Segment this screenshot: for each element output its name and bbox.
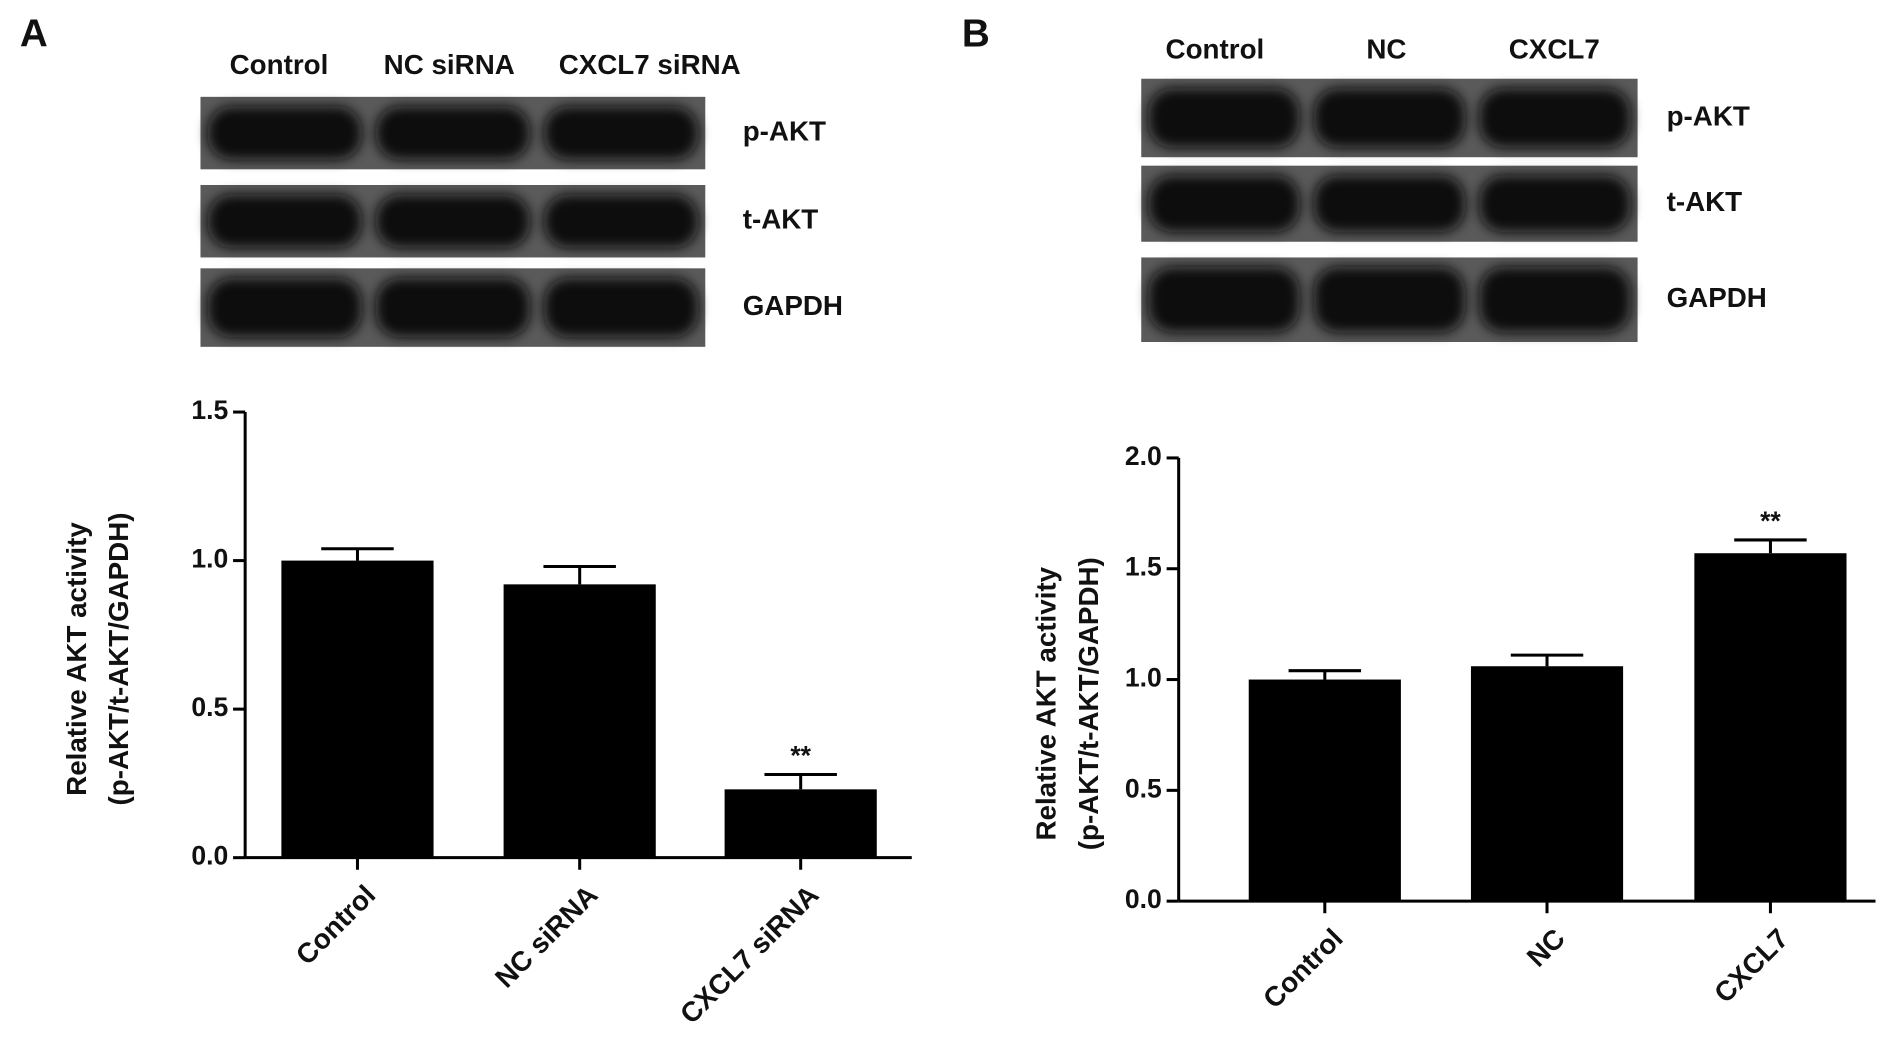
x-tick-label: Control [1257,922,1349,1014]
lane-label: Control [230,49,329,80]
row-label: GAPDH [743,290,843,321]
lane-label: NC [1366,33,1406,64]
blot-band [1479,88,1631,148]
y-tick-label: 1.0 [191,544,228,574]
x-tick-label: NC siRNA [489,879,604,994]
y-axis-label: Relative AKT activity [1031,566,1062,840]
y-tick-label: 0.5 [1125,773,1162,803]
panel-label: A [20,13,48,56]
bar [281,560,434,858]
x-tick-label: Control [290,879,382,971]
y-axis-label: (p-AKT/t-AKT/GAPDH) [1073,557,1104,850]
x-tick-label: NC [1521,922,1571,972]
blot-band [1313,175,1465,233]
bar [1248,679,1401,902]
y-tick-label: 1.0 [1125,663,1162,693]
blot-band [1313,267,1465,333]
blot-band [375,194,530,248]
row-label: p-AKT [743,115,826,146]
blot-band [1148,88,1300,148]
significance: ** [1760,506,1781,536]
blot-band [207,277,362,338]
lane-label: CXCL7 [1509,33,1600,64]
row-label: t-AKT [1667,186,1743,217]
bar [503,584,656,858]
y-tick-label: 1.5 [1125,552,1162,582]
significance: ** [790,741,811,771]
blot-band [544,106,699,160]
y-tick-label: 1.5 [191,395,228,425]
x-tick-label: CXCL7 [1708,922,1794,1008]
bar [724,789,877,858]
blot-band [544,194,699,248]
y-axis-label: (p-AKT/t-AKT/GAPDH) [103,512,134,805]
row-label: GAPDH [1667,282,1767,313]
lane-label: NC siRNA [384,49,515,80]
blot-band [544,277,699,338]
row-label: p-AKT [1667,100,1750,131]
bar [1694,553,1847,902]
blot-band [1313,88,1465,148]
blot-band [1479,175,1631,233]
y-tick-label: 0.0 [1125,884,1162,914]
y-tick-label: 0.0 [191,841,228,871]
lane-label: Control [1166,33,1265,64]
blot-band [207,106,362,160]
y-tick-label: 2.0 [1125,441,1162,471]
blot-band [207,194,362,248]
blot-band [1148,175,1300,233]
x-tick-label: CXCL7 siRNA [674,879,825,1030]
bar [1470,666,1624,902]
blot-band [1479,267,1631,333]
blot-band [1148,267,1300,333]
panel-label: B [962,13,990,56]
panel: B Control NC CXCL7 p-AKT t-AKT GAPDH 0.0 0.5 1.0 1… [962,13,1876,1014]
lane-label: CXCL7 siRNA [559,49,741,80]
blot-band [375,277,530,338]
row-label: t-AKT [743,204,819,235]
y-axis-label: Relative AKT activity [61,522,92,796]
blot-band [375,106,530,160]
y-tick-label: 0.5 [191,692,228,722]
panel: A Control NC siRNA CXCL7 siRNA p-AKT t-AKT GAP… [20,13,912,1030]
